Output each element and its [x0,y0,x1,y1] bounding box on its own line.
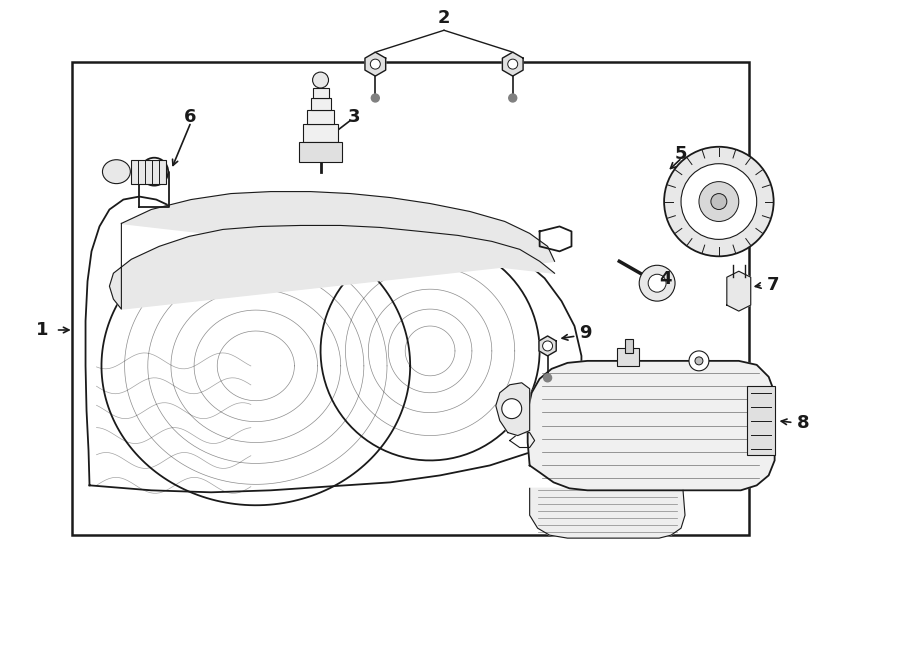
Polygon shape [530,488,685,538]
Bar [626,339,634,353]
Polygon shape [539,336,556,356]
Text: 2: 2 [437,9,450,27]
Ellipse shape [103,160,130,184]
Circle shape [508,59,518,69]
Polygon shape [110,192,554,309]
Bar [747,386,775,455]
Polygon shape [527,361,775,490]
Circle shape [648,274,666,292]
Bar [72,62,749,535]
Text: 5: 5 [674,145,687,163]
Text: 3: 3 [348,108,360,126]
Polygon shape [86,196,581,492]
Circle shape [689,351,709,371]
Text: 4: 4 [659,270,671,288]
Bar [617,348,639,366]
Circle shape [639,265,675,301]
Bar [299,142,343,162]
Ellipse shape [312,72,328,88]
Circle shape [140,158,168,186]
Circle shape [508,94,517,102]
Bar [307,110,335,124]
Circle shape [695,357,703,365]
Text: 7: 7 [767,276,779,294]
Bar [310,98,330,110]
Polygon shape [502,52,523,76]
Circle shape [543,341,553,351]
Circle shape [699,182,739,221]
Text: 1: 1 [35,321,48,339]
Circle shape [711,194,727,210]
Polygon shape [496,383,530,436]
Circle shape [370,59,381,69]
Polygon shape [727,271,751,311]
Text: 9: 9 [580,324,592,342]
Circle shape [544,374,552,382]
Circle shape [664,147,774,256]
Bar [131,160,166,184]
Text: 8: 8 [796,414,809,432]
Text: 6: 6 [184,108,196,126]
Bar [302,124,338,142]
Circle shape [502,399,522,418]
Circle shape [372,94,379,102]
Polygon shape [365,52,386,76]
Bar [312,88,328,98]
Circle shape [681,164,757,239]
